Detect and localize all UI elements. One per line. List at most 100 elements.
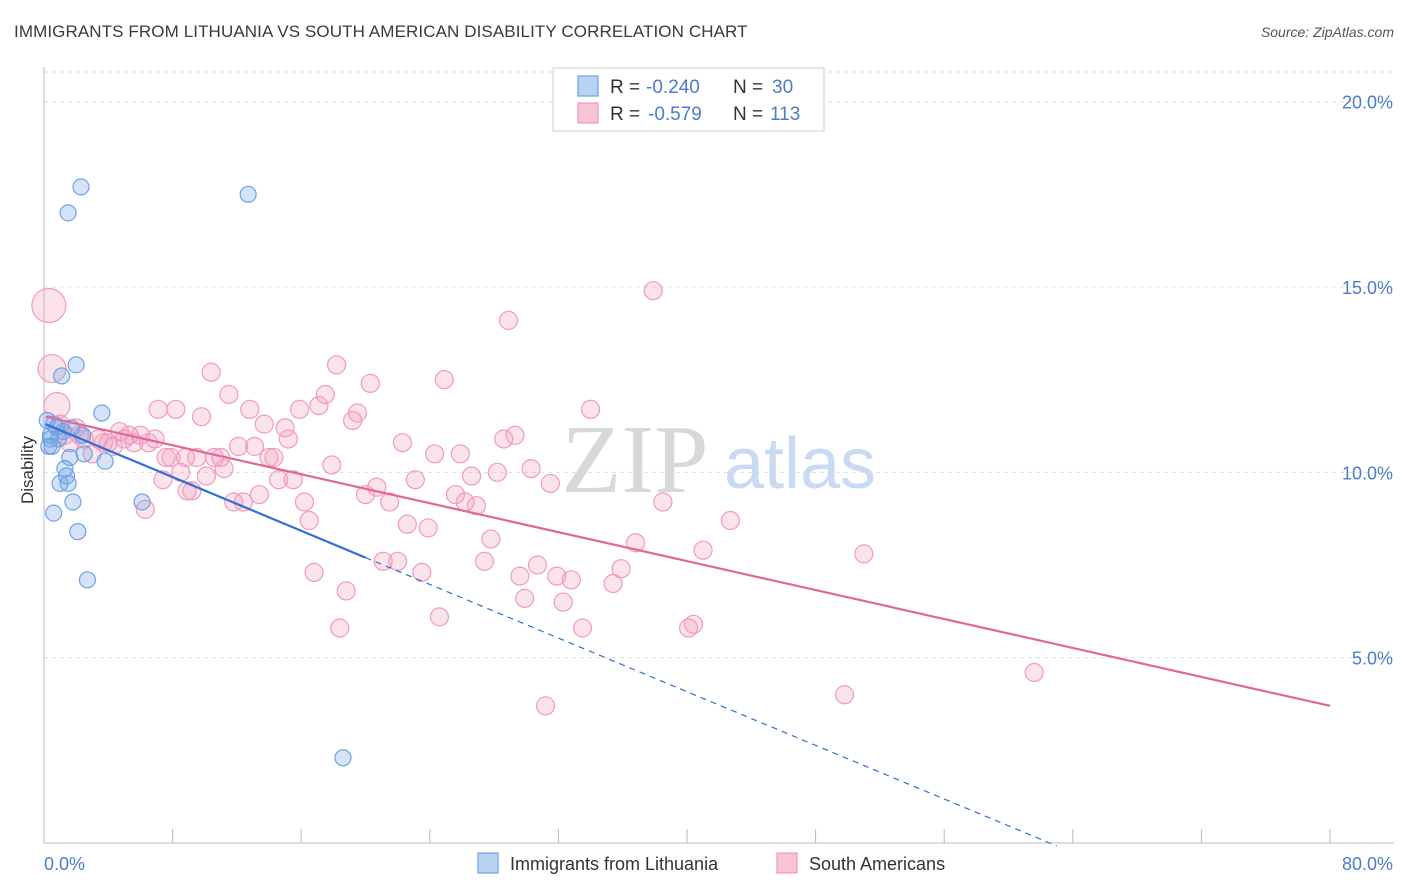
data-point-south-americans <box>474 551 495 571</box>
stats-n-value-south: 113 <box>770 104 800 125</box>
legend-swatch-south <box>776 852 798 874</box>
data-point-south-americans <box>161 447 181 468</box>
data-point-south-americans <box>347 403 368 423</box>
south-americans-points <box>31 281 1044 716</box>
stats-r-label-south: R = <box>610 104 640 125</box>
data-point-south-americans <box>527 555 548 575</box>
data-point-south-americans <box>201 362 221 382</box>
data-point-south-americans <box>535 696 556 716</box>
watermark-zip: ZIP <box>562 406 709 514</box>
stats-n-label-lithuania: N = <box>733 77 763 98</box>
data-point-south-americans <box>299 510 319 531</box>
data-point-south-americans <box>388 551 408 571</box>
data-point-south-americans <box>392 433 413 453</box>
data-point-south-americans <box>148 399 168 419</box>
axes <box>43 67 1394 844</box>
y-tick-label: 20.0% <box>1342 93 1393 113</box>
data-point-south-americans <box>450 444 470 464</box>
data-point-south-americans <box>289 399 310 419</box>
data-point-south-americans <box>219 384 239 405</box>
trend-line-lithuania-extrapolated <box>365 557 1057 847</box>
data-point-south-americans <box>603 573 623 594</box>
data-point-south-americans <box>561 570 581 590</box>
data-point-south-americans <box>304 562 324 583</box>
watermark-atlas: atlas <box>724 424 876 504</box>
data-point-south-americans <box>31 287 67 324</box>
data-point-south-americans <box>177 481 197 501</box>
stats-box: R = -0.240 N = 30 R = -0.579 N = 113 <box>552 67 825 132</box>
stats-r-value-south: -0.579 <box>648 104 702 125</box>
data-point-south-americans <box>412 562 432 583</box>
chart-title: IMMIGRANTS FROM LITHUANIA VS SOUTH AMERI… <box>14 22 748 41</box>
gridlines <box>44 71 1394 659</box>
stats-swatch-south <box>577 102 599 124</box>
data-point-south-americans <box>510 566 530 586</box>
data-point-south-americans <box>240 399 260 419</box>
data-point-south-americans <box>322 455 342 475</box>
data-point-south-americans <box>315 384 335 405</box>
data-point-lithuania <box>78 571 97 589</box>
data-point-south-americans <box>336 581 356 601</box>
data-point-south-americans <box>505 425 525 445</box>
data-point-south-americans <box>720 510 741 531</box>
stats-r-label-lithuania: R = <box>610 77 640 98</box>
legend-label-lithuania: Immigrants from Lithuania <box>510 854 719 874</box>
data-point-lithuania <box>133 493 151 511</box>
data-point-south-americans <box>540 473 560 494</box>
data-point-south-americans <box>547 566 567 586</box>
data-point-south-americans <box>683 614 704 634</box>
data-point-south-americans <box>373 551 393 571</box>
data-point-south-americans <box>553 592 573 612</box>
data-point-lithuania <box>75 445 93 463</box>
data-point-south-americans <box>494 429 514 449</box>
data-point-south-americans <box>580 399 601 419</box>
data-point-south-americans <box>643 281 663 301</box>
data-point-south-americans <box>418 518 438 538</box>
data-point-south-americans <box>264 447 284 468</box>
data-point-lithuania <box>53 367 71 385</box>
data-point-south-americans <box>156 447 176 468</box>
data-point-south-americans <box>854 544 874 564</box>
data-point-south-americans <box>191 407 212 427</box>
stats-r-value-lithuania: -0.240 <box>646 77 700 98</box>
data-point-lithuania <box>334 749 352 767</box>
data-point-south-americans <box>434 370 454 390</box>
data-point-south-americans <box>294 492 315 512</box>
lithuania-points <box>38 178 352 767</box>
data-point-south-americans <box>1024 662 1044 683</box>
data-point-lithuania <box>67 356 85 374</box>
stats-n-value-lithuania: 30 <box>772 77 793 98</box>
data-point-south-americans <box>611 559 631 579</box>
data-point-south-americans <box>461 466 482 486</box>
data-point-south-americans <box>405 470 425 490</box>
data-point-south-americans <box>521 459 541 479</box>
tick-labels: 5.0% 10.0% 15.0% 20.0% 0.0% 80.0% <box>44 93 1393 874</box>
data-point-lithuania <box>45 504 63 522</box>
data-point-south-americans <box>487 462 507 482</box>
data-point-south-americans <box>498 310 519 330</box>
data-point-south-americans <box>425 444 445 464</box>
data-point-south-americans <box>254 414 274 434</box>
data-point-south-americans <box>309 396 329 416</box>
data-point-south-americans <box>278 429 298 449</box>
data-point-south-americans <box>834 685 855 705</box>
data-point-south-americans <box>625 533 646 553</box>
y-tick-label: 10.0% <box>1342 463 1393 483</box>
data-point-south-americans <box>572 618 593 638</box>
data-point-lithuania <box>59 204 77 222</box>
data-point-south-americans <box>196 466 216 486</box>
y-axis-title: Disability <box>18 435 37 504</box>
data-point-south-americans <box>214 459 234 479</box>
data-point-south-americans <box>269 470 289 490</box>
data-point-south-americans <box>228 436 249 456</box>
y-tick-label: 5.0% <box>1352 649 1393 669</box>
data-point-south-americans <box>429 607 450 627</box>
data-point-south-americans <box>244 436 265 456</box>
trend-line-lithuania <box>45 423 366 559</box>
stats-swatch-lithuania <box>577 75 599 97</box>
source-label: Source: ZipAtlas.com <box>1260 24 1394 40</box>
data-point-south-americans <box>283 470 303 490</box>
legend-label-south: South Americans <box>809 854 945 874</box>
data-point-lithuania <box>61 448 79 467</box>
data-point-south-americans <box>653 492 673 512</box>
